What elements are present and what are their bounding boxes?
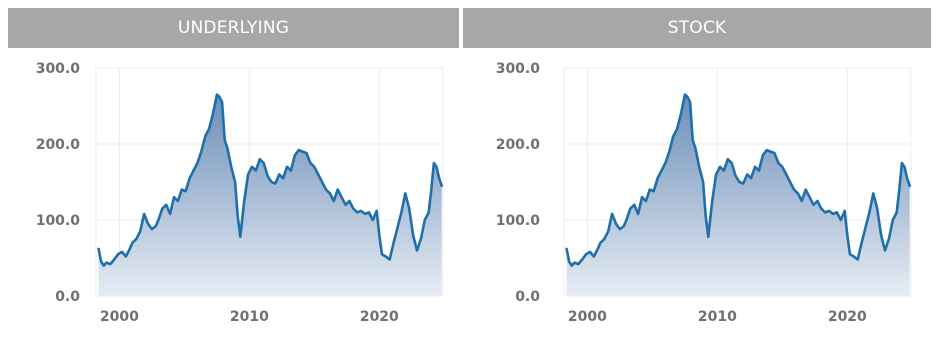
series-line bbox=[97, 93, 443, 267]
y-tick-label: 200.0 bbox=[36, 137, 81, 153]
series-line bbox=[565, 93, 911, 267]
y-tick-label: 0.0 bbox=[515, 289, 540, 305]
stock-header: STOCK bbox=[463, 8, 931, 48]
x-tick-label: 2020 bbox=[360, 309, 399, 325]
underlying-panel: UNDERLYING 0.0 100.0 200.0 300.0 2000 2010 202… bbox=[0, 0, 459, 352]
y-tick-label: 300.0 bbox=[496, 61, 541, 77]
x-tick-label: 2000 bbox=[100, 309, 139, 325]
x-tick-label: 2010 bbox=[698, 309, 737, 325]
series-area bbox=[98, 94, 442, 296]
y-tick-label: 200.0 bbox=[496, 137, 541, 153]
underlying-header: UNDERLYING bbox=[8, 8, 459, 48]
stock-chart: 0.0 100.0 200.0 300.0 2000 2010 2020 bbox=[496, 61, 912, 325]
stock-panel: STOCK 0.0 100.0 200.0 300.0 2000 2010 2020 bbox=[463, 0, 939, 352]
y-tick-label: 0.0 bbox=[55, 289, 80, 305]
x-tick-label: 2020 bbox=[828, 309, 867, 325]
x-tick-label: 2000 bbox=[568, 309, 607, 325]
series-area bbox=[566, 94, 910, 296]
y-tick-label: 300.0 bbox=[36, 61, 81, 77]
y-tick-label: 100.0 bbox=[36, 213, 81, 229]
underlying-chart: 0.0 100.0 200.0 300.0 2000 2010 2020 bbox=[36, 61, 444, 325]
x-tick-label: 2010 bbox=[230, 309, 269, 325]
y-tick-label: 100.0 bbox=[496, 213, 541, 229]
